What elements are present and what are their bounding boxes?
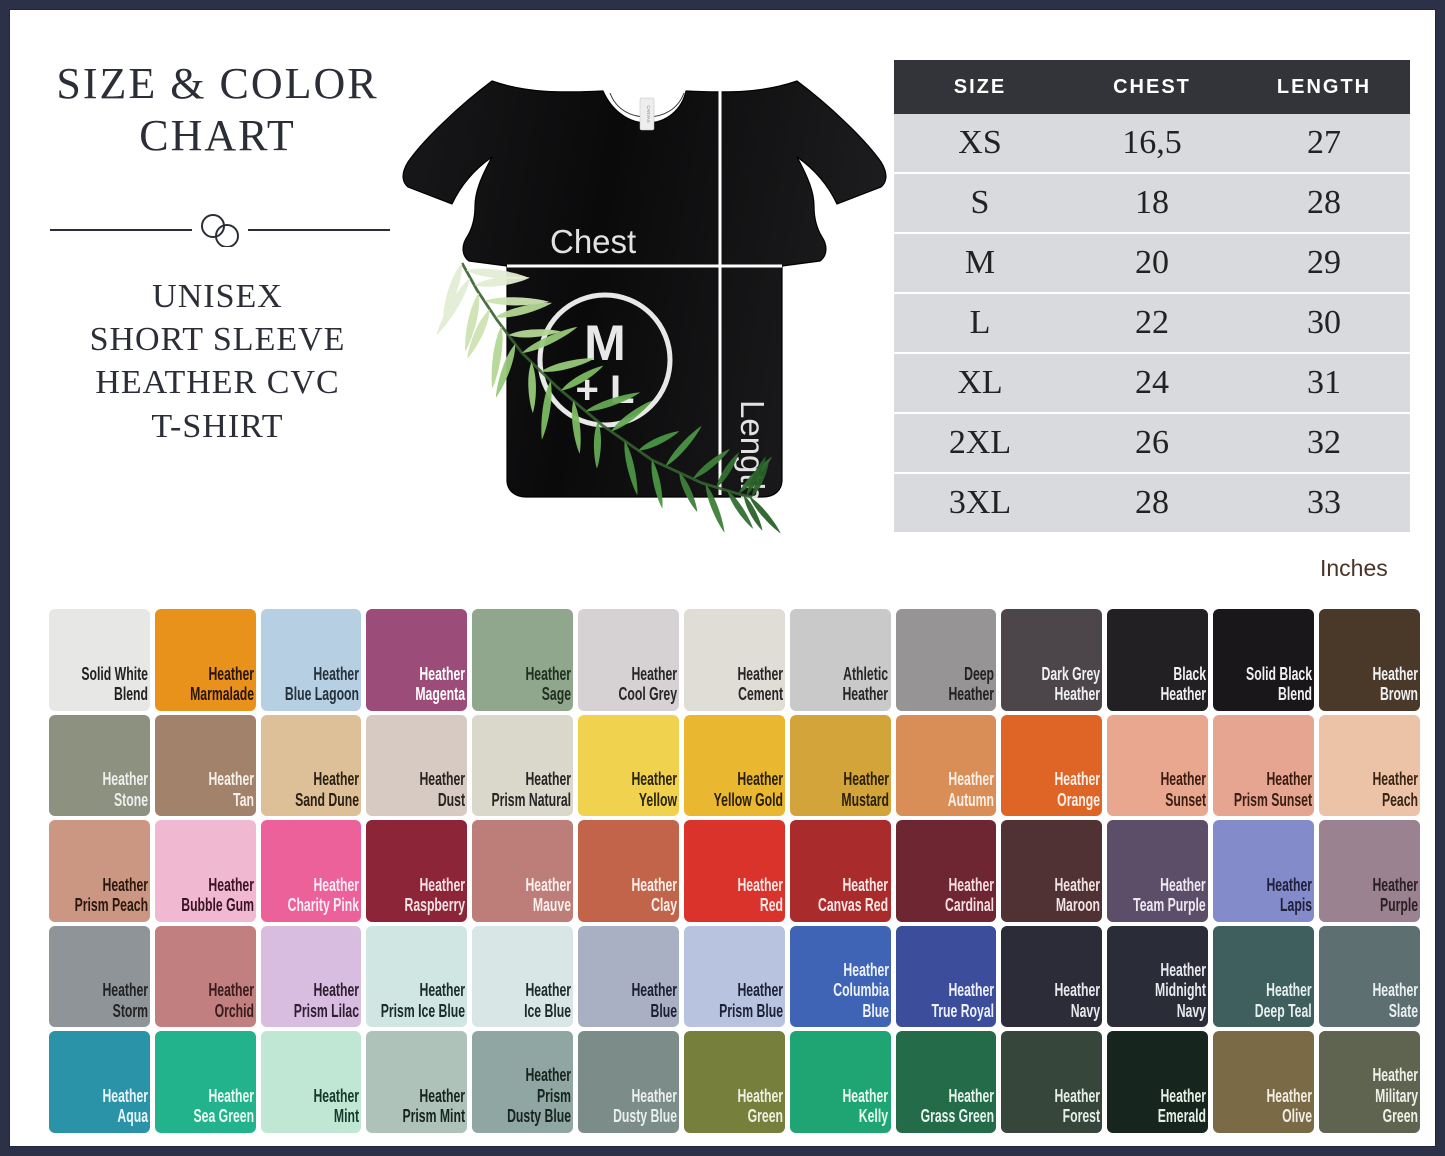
svg-text:M: M	[584, 315, 626, 371]
svg-text:CANVAS: CANVAS	[646, 105, 651, 122]
svg-text:Chest: Chest	[550, 223, 636, 260]
